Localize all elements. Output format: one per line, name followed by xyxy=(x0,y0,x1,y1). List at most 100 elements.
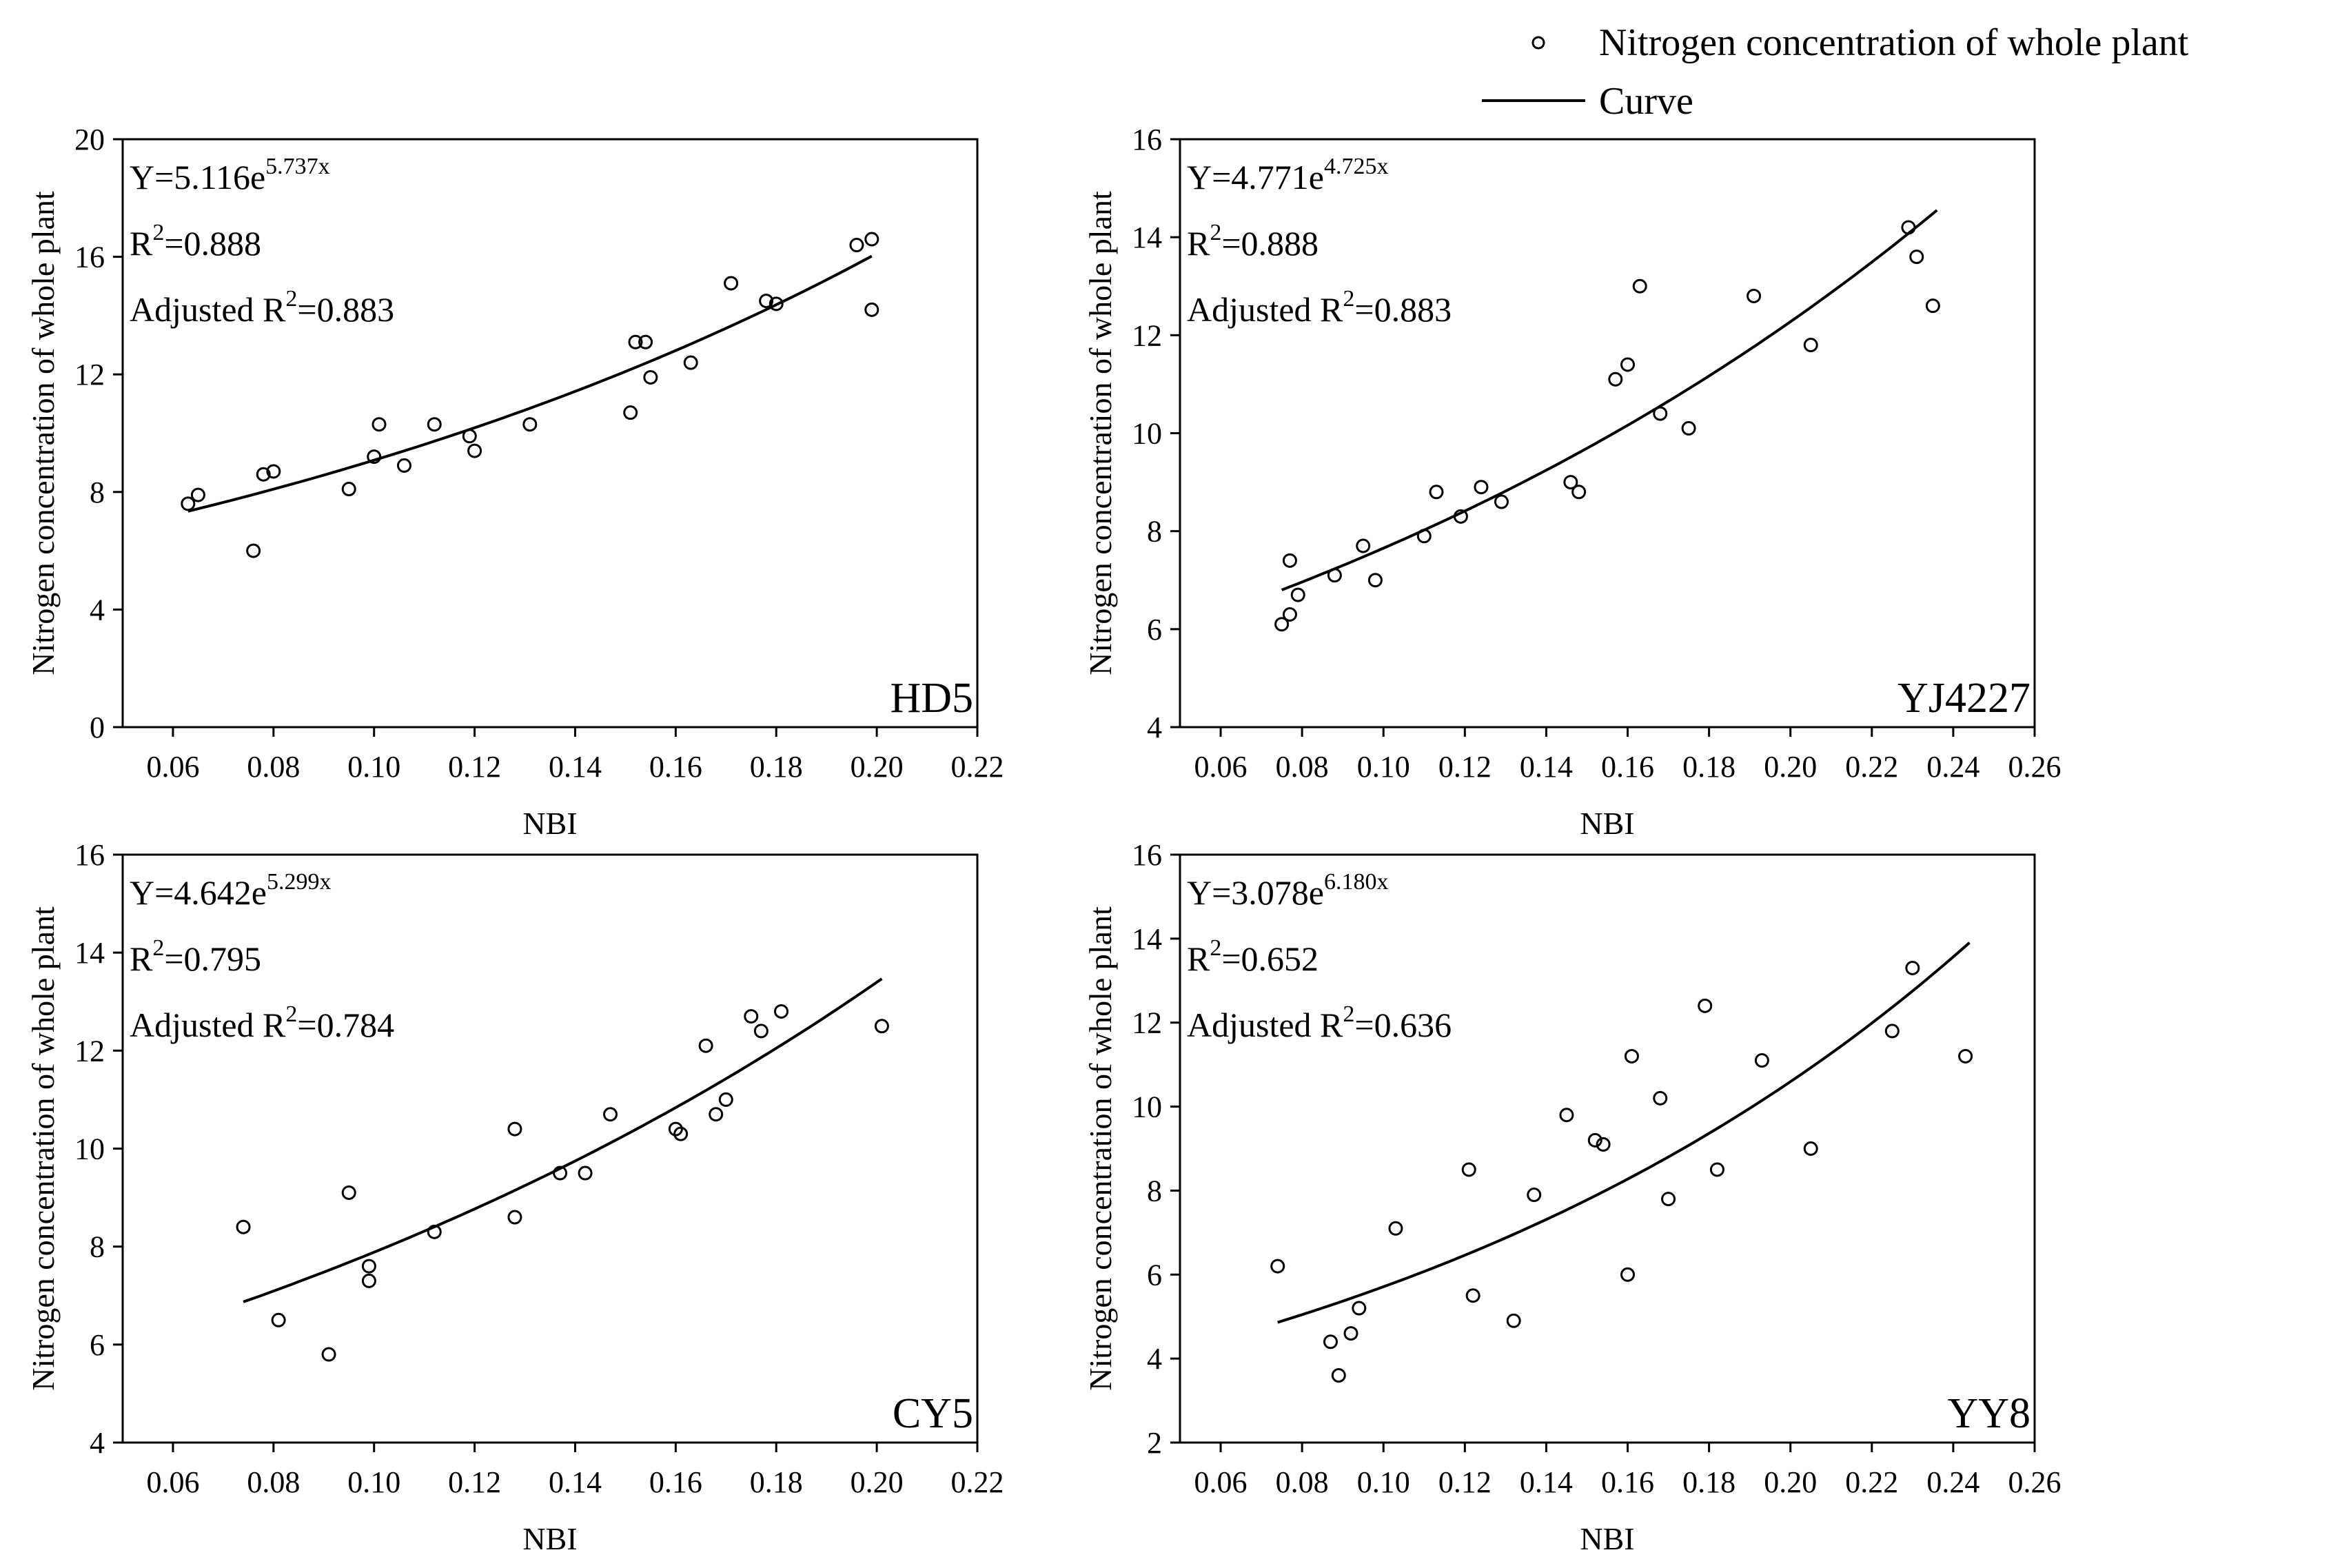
data-point xyxy=(768,296,784,312)
data-point xyxy=(181,496,196,511)
data-point xyxy=(266,464,281,479)
data-point xyxy=(1596,1137,1611,1152)
data-point xyxy=(724,276,739,291)
x-tick-label: 0.06 xyxy=(146,750,199,784)
y-tick-label: 2 xyxy=(1147,1426,1162,1460)
x-axis-title: NBI xyxy=(522,1521,577,1556)
equation-base: Y=4.771e xyxy=(1187,158,1324,196)
r-squared-value: =0.795 xyxy=(164,939,261,978)
data-point xyxy=(396,458,411,473)
x-tick-label: 0.18 xyxy=(1682,1465,1735,1499)
y-tick-label: 12 xyxy=(1132,1006,1162,1040)
data-point xyxy=(361,1259,376,1274)
data-point xyxy=(1270,1259,1285,1274)
data-point xyxy=(578,1165,593,1181)
data-point xyxy=(1901,220,1916,235)
data-point xyxy=(1282,553,1297,568)
data-point xyxy=(1327,568,1342,583)
x-tick-label: 0.20 xyxy=(1764,750,1817,784)
data-point xyxy=(709,1107,724,1122)
data-point xyxy=(1559,1108,1574,1123)
y-axis-title: Nitrogen concentration of whole plant xyxy=(26,191,61,675)
r-squared-value: =0.888 xyxy=(164,224,261,263)
r-squared-text: R2=0.652 xyxy=(1187,935,1319,978)
data-point xyxy=(1290,587,1305,602)
x-tick-label: 0.26 xyxy=(2008,750,2062,784)
x-tick-label: 0.12 xyxy=(1438,1465,1492,1499)
equation-exponent: 4.725x xyxy=(1324,154,1389,179)
data-point xyxy=(462,429,477,444)
x-tick-label: 0.10 xyxy=(1357,750,1410,784)
equation-exponent: 5.299x xyxy=(267,869,332,895)
r-squared-superscript: 2 xyxy=(152,935,164,961)
adjusted-r-squared-prefix: Adjusted R xyxy=(1187,1006,1343,1044)
data-point xyxy=(1620,357,1636,372)
x-tick-label: 0.12 xyxy=(448,1465,501,1499)
data-point xyxy=(1494,494,1509,509)
y-tick-label: 10 xyxy=(1132,417,1162,451)
data-point xyxy=(1624,1048,1639,1063)
x-tick-label: 0.18 xyxy=(750,1465,803,1499)
data-point xyxy=(427,1224,442,1239)
chart-panel-hd5: 0.06 0.08 0.10 0.12 0.14 0.16 0.18 0.20 0.22 0 4 8 1… xyxy=(26,123,1004,841)
data-point xyxy=(246,543,261,558)
x-tick-label: 0.22 xyxy=(951,1465,1004,1499)
data-point xyxy=(1661,1192,1676,1207)
adjusted-r-squared-text: Adjusted R2=0.636 xyxy=(1187,1001,1452,1044)
data-point xyxy=(1563,475,1578,490)
adjusted-r-squared-prefix: Adjusted R xyxy=(130,1006,286,1044)
data-point xyxy=(1506,1313,1521,1328)
x-tick-label: 0.18 xyxy=(750,750,803,784)
y-tick-label: 0 xyxy=(90,711,105,744)
x-axis-title: NBI xyxy=(1580,806,1634,841)
y-tick-label: 4 xyxy=(1147,711,1162,744)
x-tick-label: 0.12 xyxy=(1438,750,1492,784)
data-point xyxy=(1282,607,1297,622)
data-point xyxy=(1331,1368,1346,1383)
y-tick-label: 16 xyxy=(74,838,105,872)
data-point xyxy=(361,1273,376,1288)
r-squared-superscript: 2 xyxy=(152,220,164,245)
r-squared-value: =0.888 xyxy=(1221,224,1319,263)
legend-point-marker xyxy=(1531,36,1545,50)
x-axis-title: NBI xyxy=(1580,1521,1634,1556)
data-point xyxy=(1905,961,1920,976)
adjusted-r-squared-superscript: 2 xyxy=(1343,286,1354,312)
plot-frame xyxy=(121,138,979,729)
y-axis-title: Nitrogen concentration of whole plant xyxy=(1083,191,1118,675)
data-point xyxy=(1388,1221,1403,1236)
x-tick-label: 0.20 xyxy=(851,1465,904,1499)
data-point xyxy=(683,355,698,370)
r-squared-superscript: 2 xyxy=(1210,935,1221,961)
x-tick-label: 0.16 xyxy=(1601,1465,1654,1499)
y-tick-label: 12 xyxy=(74,1034,105,1068)
data-point xyxy=(1620,1267,1636,1282)
data-point xyxy=(1653,406,1668,421)
y-tick-label: 8 xyxy=(90,476,105,509)
x-tick-label: 0.12 xyxy=(448,750,501,784)
data-point xyxy=(256,467,271,482)
data-point xyxy=(1709,1162,1724,1177)
chart-panel-cy5: 0.06 0.08 0.10 0.12 0.14 0.16 0.18 0.20 0.22 4 6 8 1… xyxy=(26,838,1004,1556)
data-point xyxy=(1465,1288,1480,1303)
data-point xyxy=(1474,480,1489,495)
x-tick-label: 0.14 xyxy=(549,750,602,784)
x-tick-label: 0.08 xyxy=(1276,750,1329,784)
data-point xyxy=(638,334,653,349)
fit-curve xyxy=(1281,209,1938,591)
r-squared-text: R2=0.888 xyxy=(1187,220,1319,263)
x-axis-title: NBI xyxy=(522,806,577,841)
data-point xyxy=(1632,278,1647,294)
adjusted-r-squared-text: Adjusted R2=0.883 xyxy=(1187,286,1452,329)
x-tick-label: 0.10 xyxy=(347,1465,400,1499)
x-tick-label: 0.20 xyxy=(851,750,904,784)
y-tick-label: 16 xyxy=(1132,123,1162,156)
x-tick-label: 0.06 xyxy=(146,1465,199,1499)
y-tick-label: 8 xyxy=(1147,1174,1162,1208)
plot-frame xyxy=(1179,853,2036,1444)
data-point xyxy=(849,238,864,253)
data-point xyxy=(1925,298,1940,314)
panel-label: HD5 xyxy=(890,675,973,722)
x-tick-label: 0.14 xyxy=(1520,750,1573,784)
